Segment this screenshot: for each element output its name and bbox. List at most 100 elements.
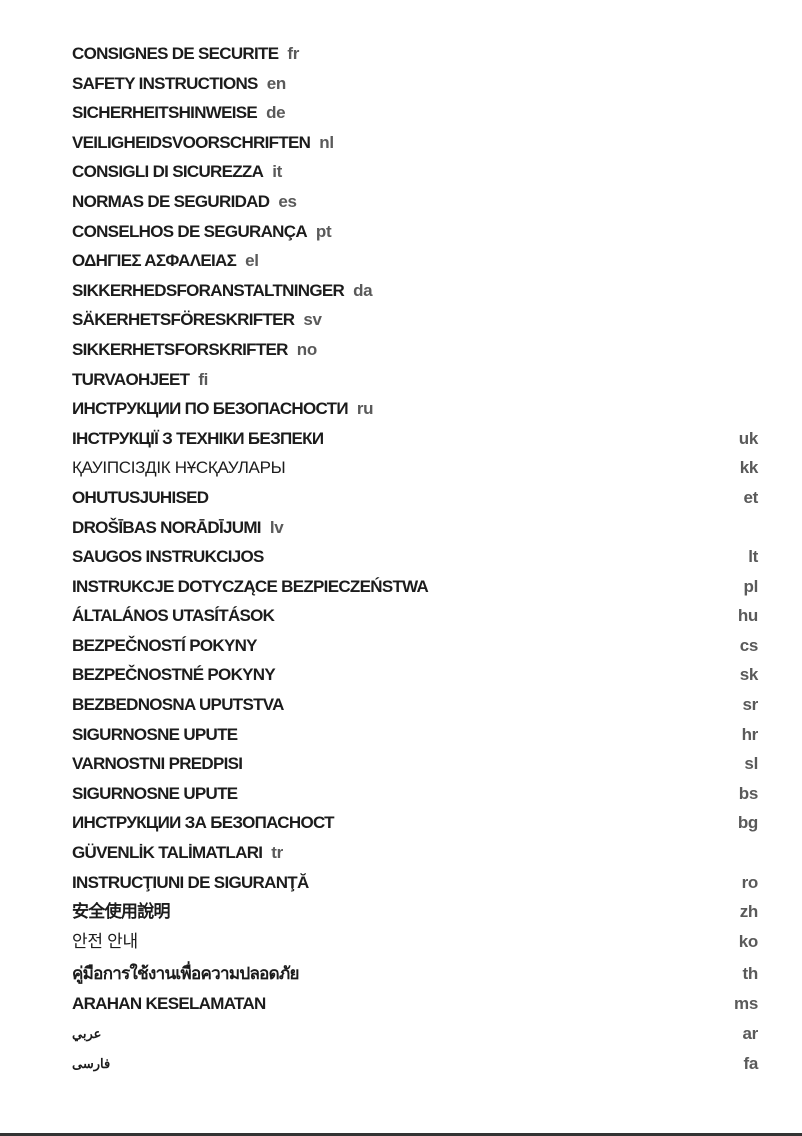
language-code: ms: [734, 994, 758, 1014]
language-row-hr: SIGURNOSNE UPUTE hr: [72, 720, 758, 750]
language-row-ru: ИНСТРУКЦИИ ПО БЕЗОПАСНОСТИ ru: [72, 394, 758, 424]
language-code: et: [743, 487, 758, 507]
language-title: VARNOSTNI PREDPISI: [72, 754, 243, 774]
language-row-uk: ІНСТРУКЦІЇ З ТЕХНІКИ БЕЗПЕКИ uk: [72, 424, 758, 454]
language-title: SIKKERHEDSFORANSTALTNINGER: [72, 280, 345, 300]
language-title: CONSIGNES DE SECURITE: [72, 44, 279, 63]
language-code: tr: [271, 843, 283, 863]
language-row-bg: ИНСТРУКЦИИ ЗА БЕЗОПАСНОСТ bg: [72, 808, 758, 838]
language-title: 安全使用說明: [72, 902, 171, 922]
language-list: CONSIGNES DE SECURITE fr SAFETY INSTRUCTIO…: [72, 39, 758, 1078]
language-code: en: [266, 73, 287, 93]
language-code: lt: [748, 547, 758, 567]
language-title: BEZPEČNOSTNÉ POKYNY: [72, 665, 276, 685]
language-row-es: NORMAS DE SEGURIDAD es: [72, 187, 758, 217]
language-row-pl: INSTRUKCJE DOTYCZĄCE BEZPIECZEŃSTWA pl: [72, 572, 758, 602]
language-title: ІНСТРУКЦІЇ З ТЕХНІКИ БЕЗПЕКИ: [72, 428, 324, 448]
language-code: pl: [743, 576, 758, 596]
language-code: th: [742, 964, 759, 984]
language-row-lv: DROŠĪBAS NORĀDĪJUMI lv: [72, 513, 758, 543]
language-title: ИНСТРУКЦИИ ЗА БЕЗОПАСНОСТ: [72, 813, 335, 833]
language-code: fi: [198, 369, 209, 389]
language-code: fa: [743, 1053, 758, 1073]
language-code: sl: [744, 754, 758, 774]
language-title: SAFETY INSTRUCTIONS: [72, 73, 258, 93]
language-row-et: OHUTUSJUHISED et: [72, 483, 758, 513]
language-row-ms: ARAHAN KESELAMATAN ms: [72, 989, 758, 1019]
language-title: OHUTUSJUHISED: [72, 487, 209, 507]
language-code: hu: [737, 606, 758, 626]
language-code: da: [353, 280, 373, 300]
language-row-th: คู่มือการใช้งานเพื่อความปลอดภัย th: [72, 956, 758, 989]
language-title: VEILIGHEIDSVOORSCHRIFTEN: [72, 132, 311, 152]
language-title: DROŠĪBAS NORĀDĪJUMI: [72, 517, 262, 537]
language-title: SÄKERHETSFÖRESKRIFTER: [72, 310, 295, 330]
language-row-lt: SAUGOS INSTRUKCIJOS lt: [72, 542, 758, 572]
language-code: uk: [738, 428, 759, 448]
language-code: pt: [315, 221, 332, 241]
bottom-rule: [0, 1133, 802, 1136]
language-title: عربي: [72, 1026, 102, 1041]
language-row-sr: BEZBEDNOSNA UPUTSTVA sr: [72, 690, 758, 720]
language-title: NORMAS DE SEGURIDAD: [72, 191, 270, 211]
language-title: SICHERHEITSHINWEISE: [72, 103, 258, 123]
language-row-kk: ҚАУІПСІЗДІК НҰСҚАУЛАРЫ kk: [72, 453, 758, 483]
language-code: sk: [739, 665, 759, 685]
language-title: CONSELHOS DE SEGURANÇA: [72, 221, 308, 241]
language-title: فارسی: [72, 1055, 111, 1071]
language-title: SAUGOS INSTRUKCIJOS: [72, 547, 264, 567]
language-row-no: SIKKERHETSFORSKRIFTER no: [72, 335, 758, 365]
language-title: BEZBEDNOSNA UPUTSTVA: [72, 695, 284, 715]
language-code: fr: [287, 44, 300, 63]
language-code: sr: [742, 695, 759, 715]
language-row-pt: CONSELHOS DE SEGURANÇA pt: [72, 217, 758, 247]
language-code: it: [272, 162, 282, 182]
language-code: cs: [739, 635, 759, 655]
language-row-ro: INSTRUCŢIUNI DE SIGURANŢĂ ro: [72, 868, 758, 898]
language-row-ar: عربي ar: [72, 1019, 758, 1049]
language-code: ro: [741, 872, 759, 892]
language-row-bs: SIGURNOSNE UPUTE bs: [72, 779, 758, 809]
language-code: el: [245, 251, 259, 271]
language-title: ҚАУІПСІЗДІК НҰСҚАУЛАРЫ: [72, 458, 286, 478]
language-title: 안전 안내: [72, 931, 138, 951]
language-code: ru: [356, 399, 374, 419]
language-code: lv: [269, 517, 284, 537]
language-code: ko: [738, 931, 759, 951]
language-title: คู่มือการใช้งานเพื่อความปลอดภัย: [72, 964, 299, 984]
language-title: ÁLTALÁNOS UTASÍTÁSOK: [72, 606, 275, 626]
language-code: de: [266, 103, 286, 123]
language-title: INSTRUKCJE DOTYCZĄCE BEZPIECZEŃSTWA: [72, 576, 429, 596]
language-row-cs: BEZPEČNOSTÍ POKYNY cs: [72, 631, 758, 661]
language-title: SIGURNOSNE UPUTE: [72, 783, 238, 803]
language-row-el: ΟΔΗΓΙΕΣ ΑΣΦΑΛΕΙΑΣ el: [72, 246, 758, 276]
language-row-nl: VEILIGHEIDSVOORSCHRIFTEN nl: [72, 128, 758, 158]
language-row-tr: GÜVENLİK TALİMATLARI tr: [72, 838, 758, 868]
language-title: GÜVENLİK TALİMATLARI: [72, 843, 263, 863]
language-row-fi: TURVAOHJEET fi: [72, 365, 758, 395]
language-row-sk: BEZPEČNOSTNÉ POKYNY sk: [72, 660, 758, 690]
language-row-fr: CONSIGNES DE SECURITE fr: [72, 39, 758, 69]
language-title: ΟΔΗΓΙΕΣ ΑΣΦΑΛΕΙΑΣ: [72, 251, 237, 271]
language-code: zh: [739, 902, 759, 922]
language-code: kk: [739, 458, 759, 478]
language-title: SIGURNOSNE UPUTE: [72, 724, 238, 744]
language-row-sl: VARNOSTNI PREDPISI sl: [72, 749, 758, 779]
language-code: bs: [738, 783, 759, 803]
language-row-hu: ÁLTALÁNOS UTASÍTÁSOK hu: [72, 601, 758, 631]
language-title: INSTRUCŢIUNI DE SIGURANŢĂ: [72, 872, 309, 892]
language-code: no: [296, 339, 317, 359]
language-row-de: SICHERHEITSHINWEISE de: [72, 98, 758, 128]
language-title: SIKKERHETSFORSKRIFTER: [72, 339, 288, 359]
language-row-sv: SÄKERHETSFÖRESKRIFTER sv: [72, 305, 758, 335]
language-row-da: SIKKERHEDSFORANSTALTNINGER da: [72, 276, 758, 306]
language-title: ИНСТРУКЦИИ ПО БЕЗОПАСНОСТИ: [72, 399, 349, 419]
language-title: CONSIGLI DI SICUREZZA: [72, 162, 264, 182]
language-code: es: [278, 191, 297, 211]
language-row-ko: 안전 안내 ko: [72, 927, 758, 957]
language-title: ARAHAN KESELAMATAN: [72, 994, 266, 1014]
language-code: sv: [303, 310, 322, 330]
language-row-it: CONSIGLI DI SICUREZZA it: [72, 157, 758, 187]
language-title: TURVAOHJEET: [72, 369, 190, 389]
language-title: BEZPEČNOSTÍ POKYNY: [72, 635, 258, 655]
